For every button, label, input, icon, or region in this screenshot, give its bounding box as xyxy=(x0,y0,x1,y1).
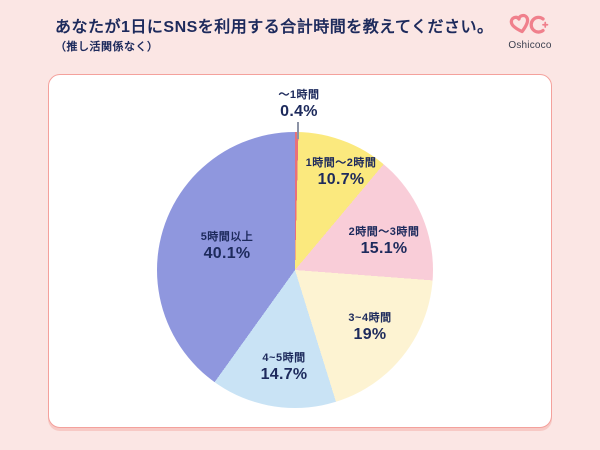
segment-name: 5時間以上 xyxy=(200,231,254,243)
pointer-line-under-1hour xyxy=(297,122,299,139)
segment-percent: 40.1% xyxy=(203,245,251,262)
segment-name: 4~5時間 xyxy=(262,352,306,364)
segment-percent: 19% xyxy=(353,326,387,343)
segment-percent: 15.1% xyxy=(360,240,408,257)
segment-name: 2時間〜3時間 xyxy=(348,226,420,238)
segment-name: 3~4時間 xyxy=(348,312,392,324)
oshicoco-logo-text: Oshicoco xyxy=(508,40,552,51)
pie-chart xyxy=(157,132,433,408)
pie-label-2-3hours: 2時間〜3時間 15.1% xyxy=(349,226,420,258)
oshicoco-logo: Oshicoco xyxy=(498,12,562,51)
page-subtitle: （推し活関係なく） xyxy=(55,41,159,53)
pie-label-5hours-plus: 5時間以上 40.1% xyxy=(201,231,254,263)
pie-label-3-4hours: 3~4時間 19% xyxy=(348,312,391,344)
pie-label-4-5hours: 4~5時間 14.7% xyxy=(261,352,308,384)
segment-name: 〜1時間 xyxy=(278,89,320,101)
oshicoco-logo-icon xyxy=(498,12,562,39)
segment-percent: 0.4% xyxy=(280,103,318,120)
segment-percent: 14.7% xyxy=(260,366,308,383)
pie-label-under-1hour: 〜1時間 0.4% xyxy=(278,89,319,121)
pie-label-1-2hours: 1時間〜2時間 10.7% xyxy=(306,157,377,189)
page-title: あなたが1日にSNSを利用する合計時間を教えてください。 xyxy=(55,19,494,36)
segment-name: 1時間〜2時間 xyxy=(305,157,377,169)
segment-percent: 10.7% xyxy=(317,171,365,188)
